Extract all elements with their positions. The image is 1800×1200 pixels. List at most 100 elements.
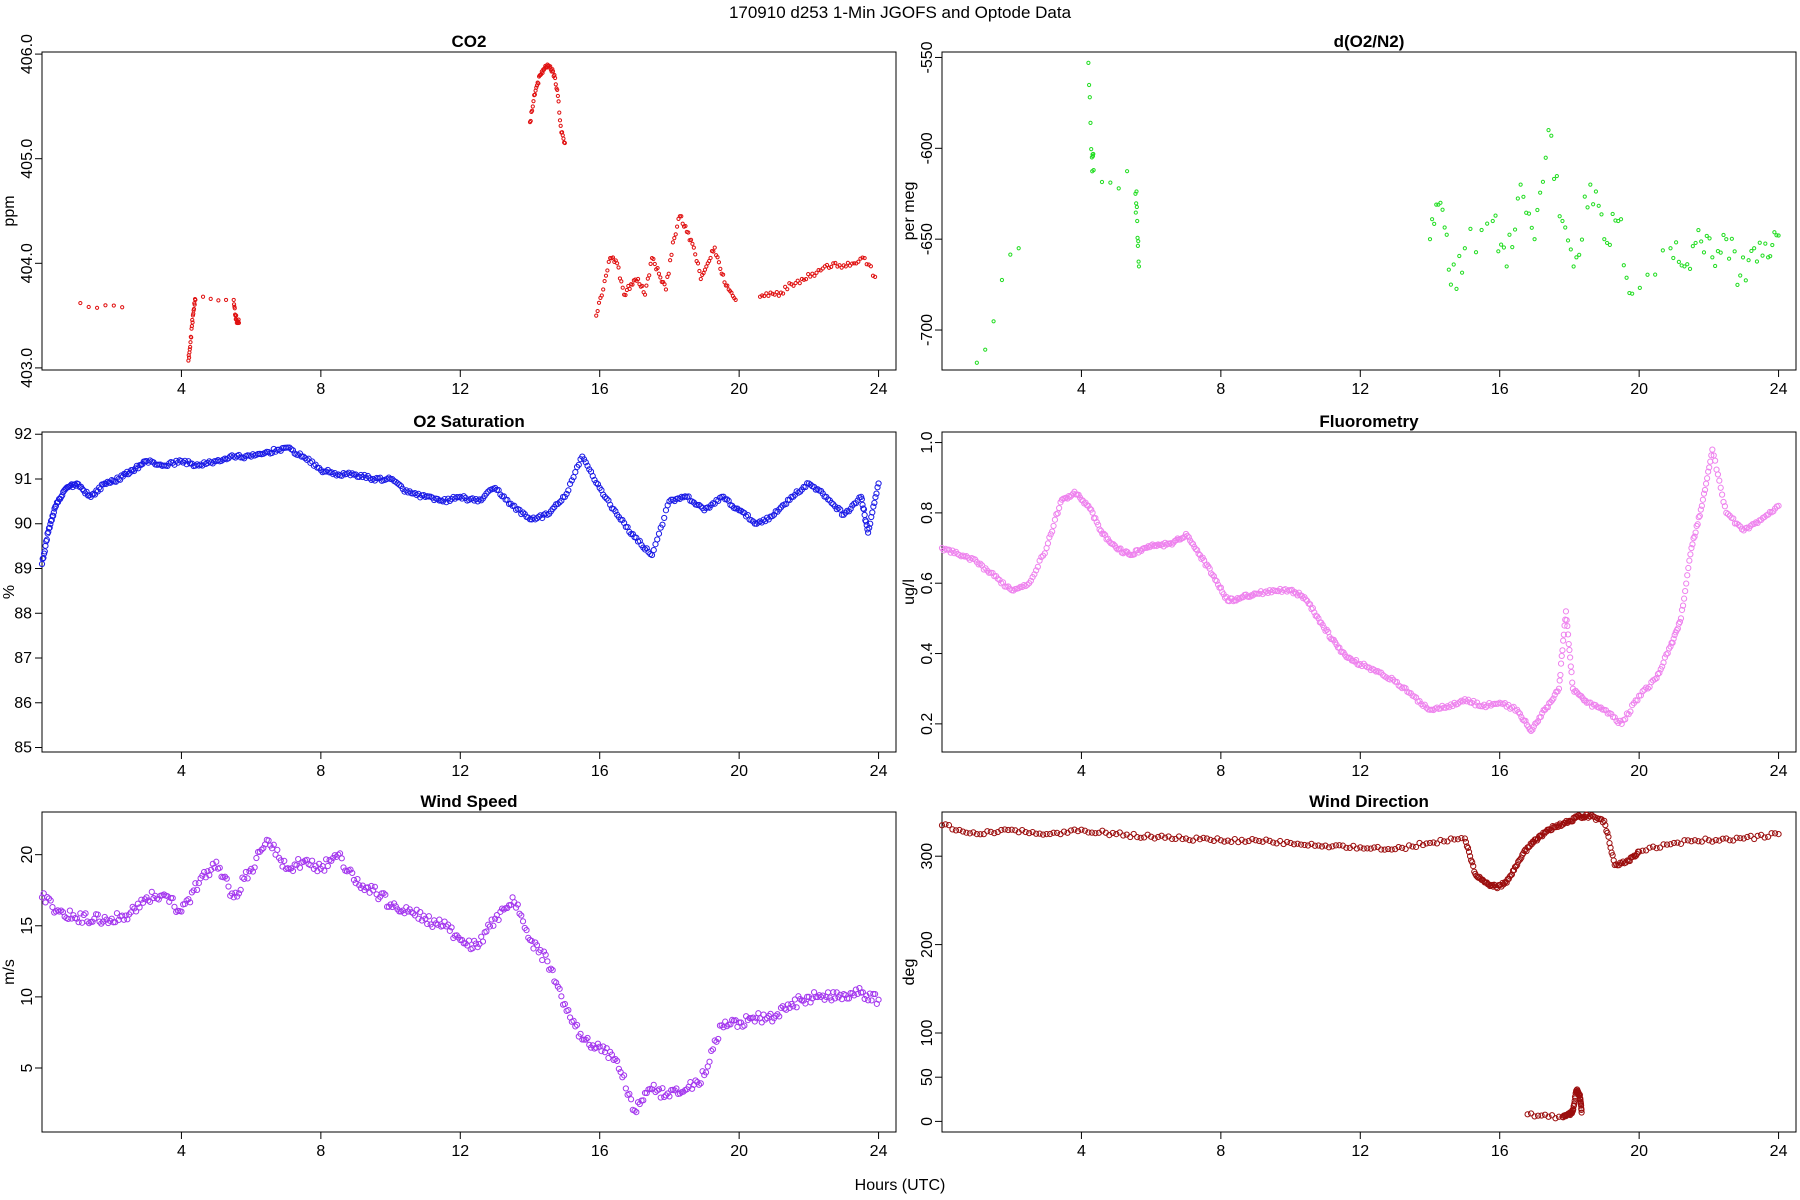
data-point: [1521, 847, 1528, 854]
data-point: [500, 906, 507, 913]
data-point: [601, 287, 606, 292]
data-point: [192, 302, 197, 307]
data-point: [1660, 841, 1667, 848]
data-point: [1740, 835, 1747, 842]
data-point: [872, 274, 878, 280]
data-point: [805, 993, 812, 1000]
data-point: [241, 875, 248, 882]
data-point: [621, 519, 628, 527]
data-point: [49, 903, 56, 911]
data-point: [370, 887, 377, 894]
data-point: [662, 1092, 670, 1099]
data-point: [98, 920, 105, 927]
data-point: [1721, 503, 1728, 510]
data-point: [190, 320, 195, 325]
data-point: [558, 497, 565, 504]
data-point: [237, 886, 244, 893]
data-point: [1535, 207, 1540, 213]
data-point: [347, 866, 354, 873]
data-point: [350, 876, 358, 884]
data-point: [189, 326, 194, 331]
data-point: [1245, 837, 1252, 845]
data-point: [593, 1044, 600, 1051]
data-point: [1526, 726, 1533, 733]
data-point: [504, 496, 511, 504]
data-point: [729, 290, 734, 295]
data-point: [606, 259, 611, 264]
data-point: [655, 265, 660, 271]
x-tick-label: 8: [316, 381, 325, 398]
data-point: [1249, 835, 1256, 843]
data-point: [1116, 829, 1123, 836]
data-point: [776, 293, 781, 298]
data-point: [670, 240, 676, 245]
data-point: [1673, 240, 1679, 245]
data-point: [845, 995, 853, 1002]
data-point: [711, 249, 716, 254]
data-point: [1444, 838, 1451, 845]
data-point: [1309, 605, 1316, 612]
data-point: [605, 1054, 612, 1062]
data-point: [187, 899, 194, 906]
data-point: [364, 884, 372, 891]
data-point: [614, 1057, 621, 1064]
data-point: [1556, 677, 1563, 684]
data-point: [537, 947, 544, 954]
data-point: [1092, 830, 1099, 837]
data-point: [458, 936, 466, 944]
data-point: [181, 900, 189, 908]
data-point: [1091, 168, 1096, 173]
data-point: [1760, 253, 1765, 258]
data-point: [786, 1004, 793, 1012]
data-point: [867, 520, 874, 527]
data-point: [539, 514, 546, 522]
y-tick-label: 88: [14, 605, 32, 622]
data-point: [553, 82, 558, 87]
data-point: [1618, 217, 1624, 222]
data-point: [1527, 727, 1535, 735]
data-point: [75, 919, 82, 926]
data-point: [791, 283, 796, 288]
data-point: [1315, 615, 1322, 622]
data-point: [580, 1036, 588, 1043]
data-point: [741, 1022, 748, 1029]
data-point: [772, 292, 777, 297]
data-point: [328, 469, 335, 476]
data-point: [1442, 225, 1447, 230]
data-point: [627, 1096, 635, 1103]
data-point: [295, 855, 302, 863]
data-point: [1130, 830, 1137, 838]
data-point: [938, 822, 946, 829]
data-point: [1137, 834, 1144, 841]
data-point: [274, 846, 281, 853]
data-point: [1557, 214, 1562, 219]
data-point: [1213, 577, 1220, 585]
data-point: [820, 266, 825, 271]
x-tick-label: 8: [316, 1143, 325, 1160]
data-point: [847, 505, 854, 512]
data-point: [715, 1035, 722, 1043]
data-point: [136, 904, 143, 911]
data-point: [483, 490, 490, 497]
data-point: [1182, 835, 1190, 842]
data-point: [873, 490, 880, 497]
y-tick-label: 403.0: [19, 348, 36, 388]
data-point: [208, 296, 213, 301]
data-point: [1008, 252, 1013, 257]
data-point: [650, 546, 657, 554]
x-tick-label: 16: [1491, 1143, 1509, 1160]
data-point: [200, 868, 208, 876]
data-point: [1116, 186, 1121, 191]
data-point: [1571, 1097, 1578, 1104]
data-point: [810, 271, 815, 276]
data-point: [777, 1004, 785, 1011]
data-point: [1569, 679, 1576, 686]
data-point: [1053, 829, 1061, 837]
data-point: [1019, 583, 1026, 591]
data-point: [1381, 846, 1388, 853]
data-point: [169, 894, 176, 902]
data-point: [1724, 510, 1732, 518]
data-point: [1294, 840, 1301, 847]
data-point: [1464, 844, 1472, 852]
data-point: [457, 936, 464, 944]
